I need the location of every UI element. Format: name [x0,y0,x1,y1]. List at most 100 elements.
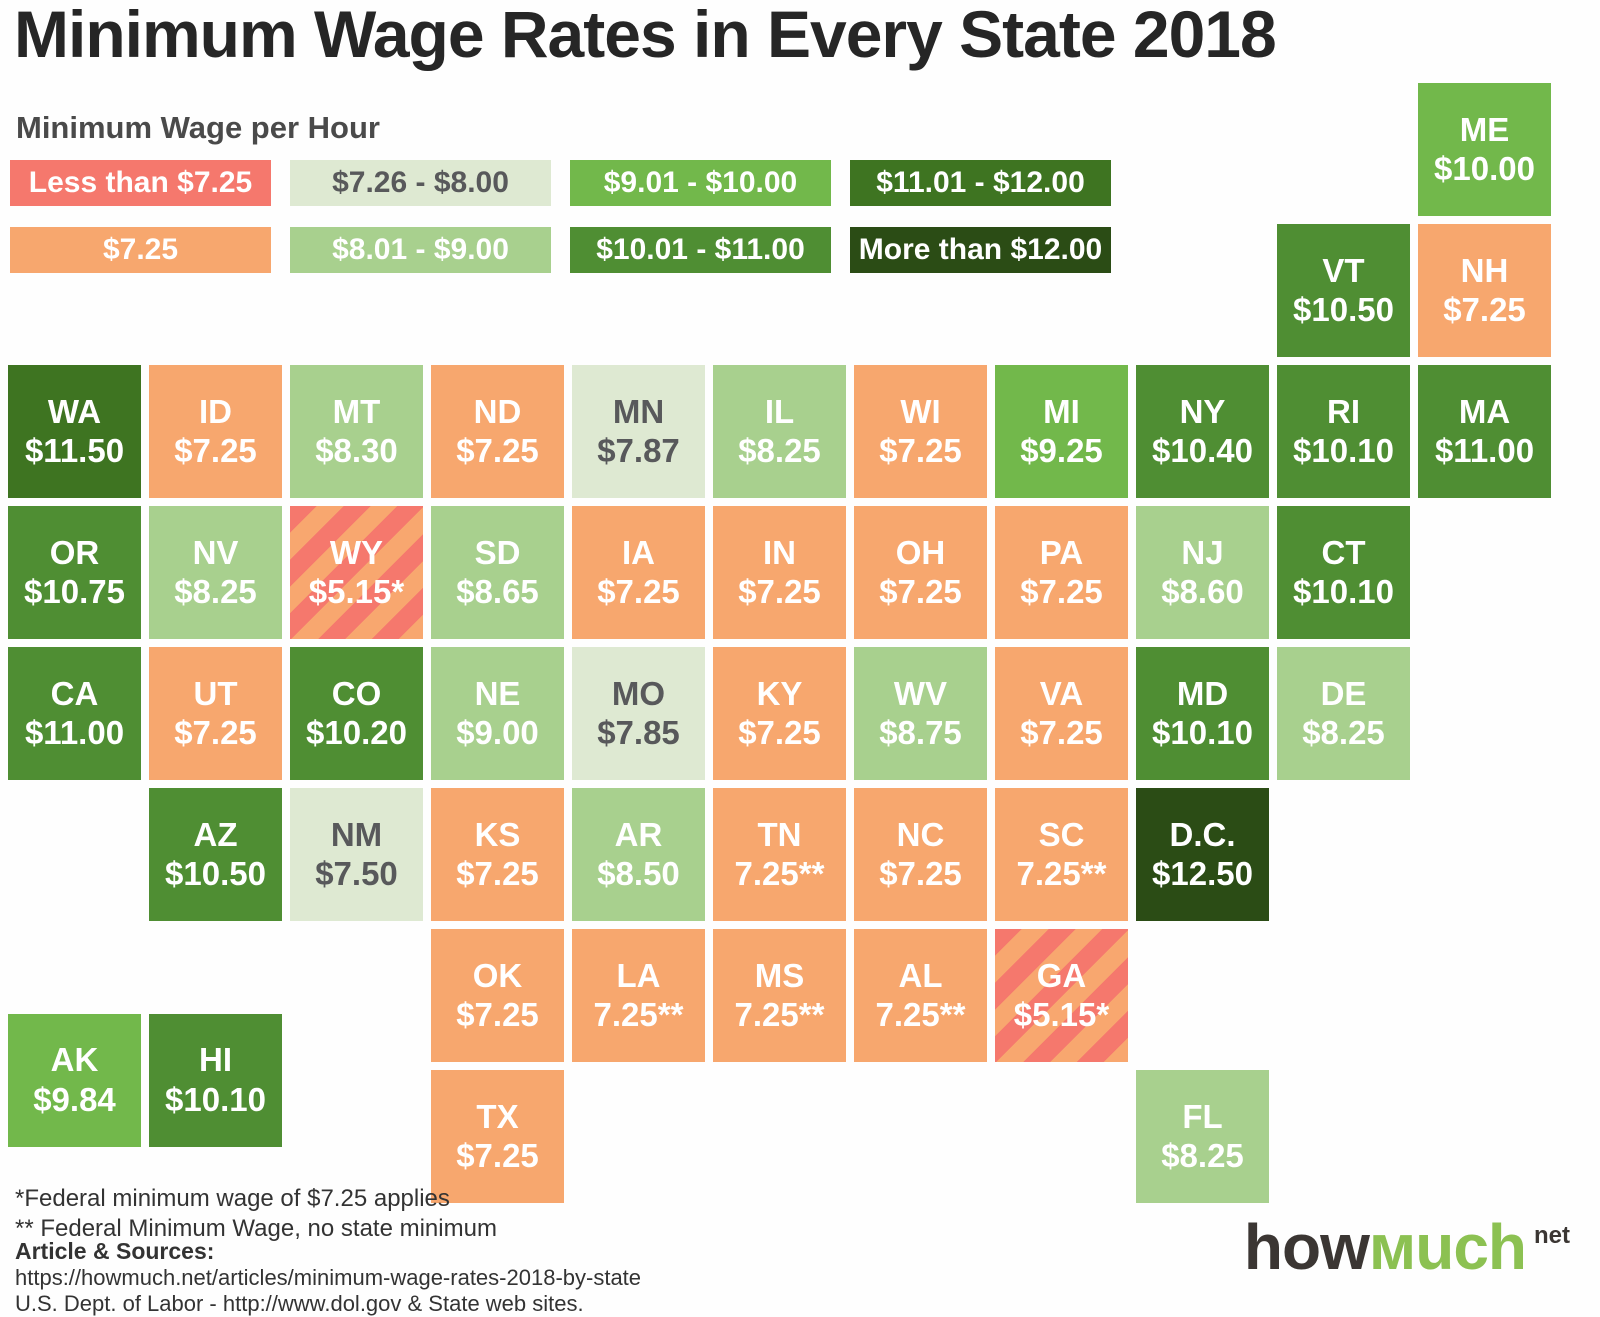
state-tile-nc: NC $7.25 [854,788,987,921]
state-wage: $9.00 [456,714,539,751]
state-wage: 7.25** [875,996,966,1033]
state-tile-ny: NY $10.40 [1136,365,1269,498]
sources: Article & Sources: https://howmuch.net/a… [15,1238,641,1317]
state-tile-or: OR $10.75 [8,506,141,639]
howmuch-logo: howмuch net [1244,1210,1570,1284]
state-tile-hi: HI $10.10 [149,1013,282,1147]
state-tile-ia: IA $7.25 [572,506,705,639]
state-tile-me: ME $10.00 [1418,83,1551,216]
legend-heading: Minimum Wage per Hour [16,110,380,145]
state-abbr: TN [757,815,802,853]
state-tile-ma: MA $11.00 [1418,365,1551,498]
state-abbr: NM [330,815,383,853]
state-tile-mn: MN $7.87 [572,365,705,498]
state-wage: $12.50 [1152,855,1253,892]
state-wage: $8.25 [1302,714,1385,751]
state-wage: $7.25 [879,573,962,610]
state-wage: 7.25** [734,855,825,892]
state-wage: $10.10 [1293,432,1394,469]
state-abbr: TX [476,1097,519,1135]
state-tile-nh: NH $7.25 [1418,224,1551,357]
state-tile-il: IL $8.25 [713,365,846,498]
source-dol: U.S. Dept. of Labor - http://www.dol.gov… [15,1291,584,1317]
legend-swatch-9.01-10.00: $9.01 - $10.00 [570,160,831,206]
legend-swatch-10.01-11.00: $10.01 - $11.00 [570,227,831,273]
footnote-double-asterisk: ** Federal Minimum Wage, no state minimu… [15,1215,497,1242]
state-wage: $7.25 [174,432,257,469]
state-tile-md: MD $10.10 [1136,647,1269,780]
state-wage: $10.00 [1434,150,1535,187]
state-tile-ri: RI $10.10 [1277,365,1410,498]
state-abbr: FL [1182,1097,1223,1135]
state-tile-ky: KY $7.25 [713,647,846,780]
state-abbr: OK [472,956,523,994]
state-wage: 7.25** [593,996,684,1033]
legend-swatch-gt-12.00: More than $12.00 [850,227,1111,273]
state-tile-nm: NM $7.50 [290,788,423,921]
state-wage: $7.50 [315,855,398,892]
state-tile-nj: NJ $8.60 [1136,506,1269,639]
legend-swatch-lt-7.25: Less than $7.25 [10,160,271,206]
state-tile-in: IN $7.25 [713,506,846,639]
state-abbr: NY [1179,392,1226,430]
state-tile-dc: D.C. $12.50 [1136,788,1269,921]
state-wage: $7.25 [456,996,539,1033]
state-wage: $7.87 [597,432,680,469]
state-wage: $8.50 [597,855,680,892]
state-tile-ks: KS $7.25 [431,788,564,921]
state-abbr: WV [893,674,948,712]
state-tile-ak: AK $9.84 [8,1013,141,1147]
state-wage: $10.10 [1293,573,1394,610]
state-wage: $7.25 [456,1137,539,1174]
state-tile-id: ID $7.25 [149,365,282,498]
state-tile-ar: AR $8.50 [572,788,705,921]
state-abbr: WY [329,533,384,571]
state-wage: $7.25 [1443,291,1526,328]
legend-swatch-11.01-12.00: $11.01 - $12.00 [850,160,1111,206]
state-abbr: AR [614,815,663,853]
state-abbr: UT [193,674,238,712]
state-wage: $9.84 [33,1080,116,1118]
state-abbr: VA [1039,674,1084,712]
state-wage: $7.25 [1020,573,1103,610]
page-title: Minimum Wage Rates in Every State 2018 [14,0,1277,71]
state-abbr: MI [1043,392,1080,430]
state-abbr: HI [199,1041,232,1079]
state-wage: $10.20 [306,714,407,751]
state-tile-wv: WV $8.75 [854,647,987,780]
state-wage: $5.15* [308,573,405,610]
footnote-single-asterisk: *Federal minimum wage of $7.25 applies [15,1185,450,1212]
state-tile-ok: OK $7.25 [431,929,564,1062]
state-abbr: AZ [193,815,238,853]
state-abbr: NE [474,674,521,712]
state-tile-nd: ND $7.25 [431,365,564,498]
legend-swatch-7.25: $7.25 [10,227,271,273]
state-wage: $7.25 [738,714,821,751]
legend-swatch-8.01-9.00: $8.01 - $9.00 [290,227,551,273]
state-wage: $9.25 [1020,432,1103,469]
state-wage: $11.50 [24,432,125,469]
state-abbr: MA [1458,392,1511,430]
state-wage: $7.25 [597,573,680,610]
state-abbr: CA [50,674,99,712]
state-abbr: ID [199,392,232,430]
state-abbr: KS [474,815,521,853]
state-abbr: NV [192,533,239,571]
state-wage: $10.10 [165,1080,266,1118]
state-wage: $8.30 [315,432,398,469]
state-abbr: RI [1327,392,1360,430]
state-tile-ne: NE $9.00 [431,647,564,780]
state-wage: $5.15* [1013,996,1110,1033]
footnotes: *Federal minimum wage of $7.25 applies *… [15,1184,497,1244]
state-abbr: ME [1459,110,1510,148]
state-tile-ca: CA $11.00 [8,647,141,780]
legend-swatch-7.26-8.00: $7.26 - $8.00 [290,160,551,206]
state-tile-ut: UT $7.25 [149,647,282,780]
state-tile-wy: WY $5.15* [290,506,423,639]
state-wage: $10.50 [1293,291,1394,328]
state-abbr: DE [1320,674,1367,712]
state-abbr: SC [1038,815,1085,853]
state-abbr: OR [49,533,100,571]
state-abbr: CT [1321,533,1366,571]
state-tile-ct: CT $10.10 [1277,506,1410,639]
